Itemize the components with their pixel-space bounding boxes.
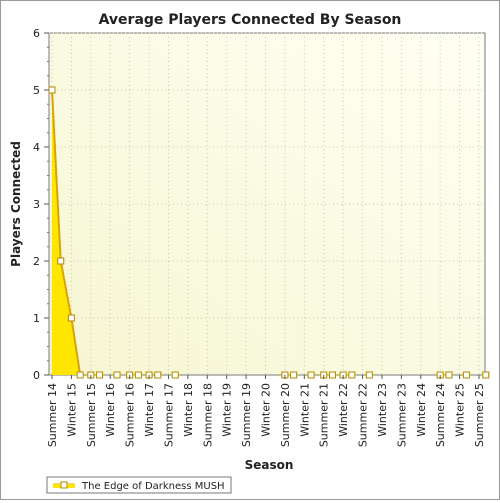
x-tick-label: Summer 25 [473, 383, 486, 447]
x-tick-label: Winter 23 [376, 383, 389, 437]
data-point [348, 371, 356, 379]
legend-box [46, 476, 232, 494]
data-point [290, 371, 298, 379]
data-point [462, 371, 470, 379]
x-tick-label: Winter 19 [221, 383, 234, 437]
data-point [365, 371, 373, 379]
x-tick-label: Winter 16 [104, 383, 117, 437]
chart-title: Average Players Connected By Season [99, 12, 402, 28]
x-tick-label: Winter 25 [454, 383, 467, 437]
series-area [51, 89, 82, 376]
data-point [57, 257, 65, 265]
data-point [445, 371, 453, 379]
x-tick-label: Summer 16 [124, 383, 137, 447]
legend-swatch-marker [60, 481, 68, 489]
data-point [171, 371, 179, 379]
data-point [154, 371, 162, 379]
x-tick-label: Winter 22 [337, 383, 350, 437]
x-tick-label: Summer 20 [279, 383, 292, 447]
x-tick-label: Summer 14 [46, 383, 59, 447]
legend: The Edge of Darkness MUSH [46, 476, 232, 494]
series-line [51, 89, 82, 376]
plot-area [48, 32, 486, 376]
y-tick-label: 2 [33, 255, 40, 268]
series-area-fill [52, 90, 81, 375]
x-tick-label: Summer 24 [434, 383, 447, 447]
data-point [48, 86, 56, 94]
data-point [113, 371, 121, 379]
y-axis-label: Players Connected [9, 141, 23, 267]
data-point [134, 371, 142, 379]
x-tick-label: Summer 19 [240, 383, 253, 447]
x-tick-label: Summer 15 [85, 383, 98, 447]
x-tick-label: Winter 17 [143, 383, 156, 437]
y-tick-label: 1 [33, 312, 40, 325]
data-point [76, 371, 84, 379]
y-axis: 0 1 2 3 4 5 6 [33, 27, 49, 382]
y-tick-label: 6 [33, 27, 40, 40]
data-point [96, 371, 104, 379]
legend-label: The Edge of Darkness MUSH [81, 481, 225, 492]
x-axis-label: Season [245, 458, 294, 472]
grid-lines [49, 32, 485, 375]
x-tick-label: Winter 15 [65, 383, 78, 437]
x-tick-label: Winter 24 [415, 383, 428, 437]
x-tick-label: Winter 21 [298, 383, 311, 437]
data-point [482, 371, 490, 379]
x-axis: Summer 14 Winter 15 Summer 15 Winter 16 Summ… [46, 375, 486, 447]
data-point [67, 314, 75, 322]
y-tick-label: 3 [33, 198, 40, 211]
x-tick-label: Summer 21 [318, 383, 331, 447]
x-tick-label: Summer 23 [395, 383, 408, 447]
y-tick-label: 4 [33, 141, 40, 154]
data-point [328, 371, 336, 379]
x-tick-label: Winter 20 [260, 383, 273, 437]
data-point [307, 371, 315, 379]
x-tick-label: Summer 18 [201, 383, 214, 447]
x-tick-label: Summer 17 [162, 383, 175, 447]
y-tick-label: 5 [33, 84, 40, 97]
x-tick-label: Winter 18 [182, 383, 195, 437]
y-tick-label: 0 [33, 369, 40, 382]
x-tick-label: Summer 22 [357, 383, 370, 447]
